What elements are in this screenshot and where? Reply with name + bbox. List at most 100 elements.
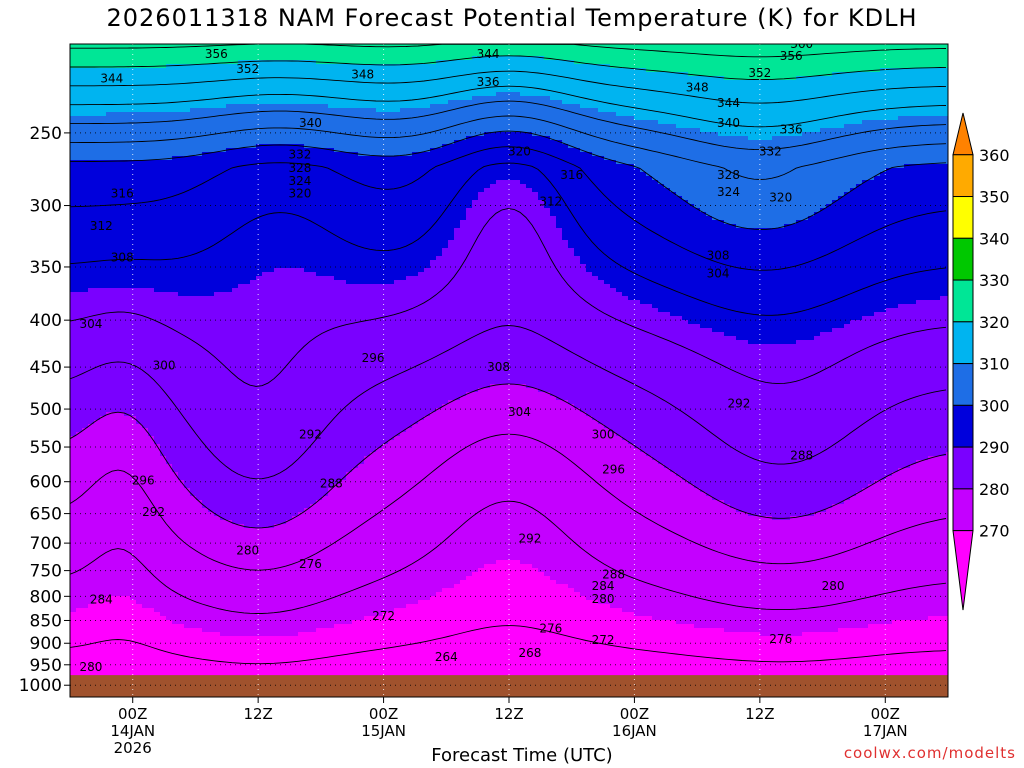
contour-label: 300 (153, 358, 176, 372)
x-tick-year: 2026 (114, 739, 152, 757)
colorbar-label: 270 (979, 522, 1010, 541)
x-tick-date: 14JAN (110, 722, 155, 740)
x-tick-label: 00Z (620, 705, 649, 723)
y-tick-label: 1000 (19, 676, 62, 696)
contour-label: 360 (790, 37, 813, 51)
contour-label: 312 (539, 195, 562, 209)
colorbar-cell (952, 363, 974, 406)
contour-label: 316 (560, 168, 583, 182)
temperature-bands (70, 44, 948, 697)
contour-label: 344 (477, 47, 500, 61)
y-tick-label: 250 (30, 124, 62, 144)
contour-label: 284 (592, 579, 615, 593)
pressure-axis: 250 300 350 400 450 500 550 600 650 700 750 800 850 9… (19, 124, 70, 696)
x-tick-label: 00Z (871, 705, 900, 723)
colorbar-label: 330 (979, 271, 1010, 290)
contour-label: 356 (205, 47, 228, 61)
contour-label: 340 (717, 116, 740, 130)
contour-label: 348 (351, 68, 374, 82)
contour-label: 280 (592, 592, 615, 606)
contour-label: 348 (686, 80, 709, 94)
colorbar-cell (952, 279, 974, 323)
contour-label: 276 (539, 621, 562, 635)
contour-label: 300 (592, 428, 615, 442)
contour-label: 308 (111, 251, 134, 265)
x-tick-label: 12Z (243, 705, 272, 723)
colorbar-cell (952, 196, 974, 239)
contour-label: 320 (508, 145, 531, 159)
contour-label: 332 (288, 148, 311, 162)
colorbar-label: 300 (979, 396, 1010, 415)
contour-label: 356 (780, 49, 803, 63)
contour-label: 336 (780, 123, 803, 137)
contour-label: 324 (717, 185, 740, 199)
x-tick-date: 16JAN (612, 722, 657, 740)
y-tick-label: 950 (30, 656, 62, 676)
contour-label: 296 (132, 473, 155, 487)
contour-label: 272 (592, 633, 615, 647)
contour-label: 308 (487, 360, 510, 374)
contour-label: 288 (602, 567, 625, 581)
ground-fill (70, 675, 948, 697)
y-tick-label: 650 (30, 505, 62, 525)
y-tick-label: 500 (30, 400, 62, 420)
contour-label: 352 (236, 62, 259, 76)
contour-label: 292 (727, 396, 750, 410)
contour-label: 280 (822, 579, 845, 593)
y-tick-label: 800 (30, 587, 62, 607)
x-tick-label: 12Z (745, 705, 774, 723)
y-tick-label: 850 (30, 611, 62, 631)
y-tick-label: 600 (30, 473, 62, 493)
contour-label: 276 (769, 632, 792, 646)
contour-label: 344 (717, 96, 740, 110)
y-tick-label: 900 (30, 634, 62, 654)
isentropes (70, 44, 947, 665)
colorbar-cell (952, 446, 974, 490)
colorbar-cell (952, 321, 974, 365)
colorbar-cell (952, 488, 974, 532)
contour-label: 312 (90, 219, 113, 233)
y-tick-label: 350 (30, 258, 62, 278)
contour-label: 352 (748, 66, 771, 80)
x-tick-date: 15JAN (361, 722, 406, 740)
colorbar-label: 310 (979, 355, 1010, 374)
contour-label: 276 (299, 557, 322, 571)
colorbar-cell (952, 404, 974, 448)
contour-label: 320 (288, 186, 311, 200)
chart-title: 2026011318 NAM Forecast Potential Temper… (0, 4, 1024, 32)
y-tick-label: 550 (30, 438, 62, 458)
colorbar-label: 280 (979, 480, 1010, 499)
colorbar-cell (952, 112, 974, 156)
contour-label: 292 (518, 532, 541, 546)
colorbar-label: 360 (979, 146, 1010, 165)
contour-label: 268 (518, 646, 541, 660)
contour-label: 280 (236, 543, 259, 557)
credit-link[interactable]: coolwx.com/modelts (844, 744, 1016, 762)
y-tick-label: 400 (30, 311, 62, 331)
y-tick-label: 300 (30, 197, 62, 217)
y-tick-label: 750 (30, 562, 62, 582)
contour-label: 332 (759, 145, 782, 159)
x-axis-label: Forecast Time (UTC) (0, 745, 1024, 766)
contour-label: 264 (435, 650, 458, 664)
terrain (70, 675, 948, 697)
y-tick-label: 700 (30, 534, 62, 554)
contour-label: 328 (288, 161, 311, 175)
colorbar-label: 320 (979, 313, 1010, 332)
contour-label: 292 (142, 505, 165, 519)
colorbar-label: 350 (979, 188, 1010, 207)
contour-label: 304 (508, 405, 531, 419)
contour-label: 304 (79, 317, 102, 331)
colorbar-label: 340 (979, 229, 1010, 248)
contour-label: 288 (320, 477, 343, 491)
contour-label: 324 (288, 174, 311, 188)
contour-label: 344 (100, 71, 123, 85)
contour-label: 296 (362, 351, 385, 365)
colorbar-label: 290 (979, 438, 1010, 457)
contour-label: 316 (111, 186, 134, 200)
contour-label: 320 (769, 190, 792, 204)
x-tick-label: 00Z (369, 705, 398, 723)
